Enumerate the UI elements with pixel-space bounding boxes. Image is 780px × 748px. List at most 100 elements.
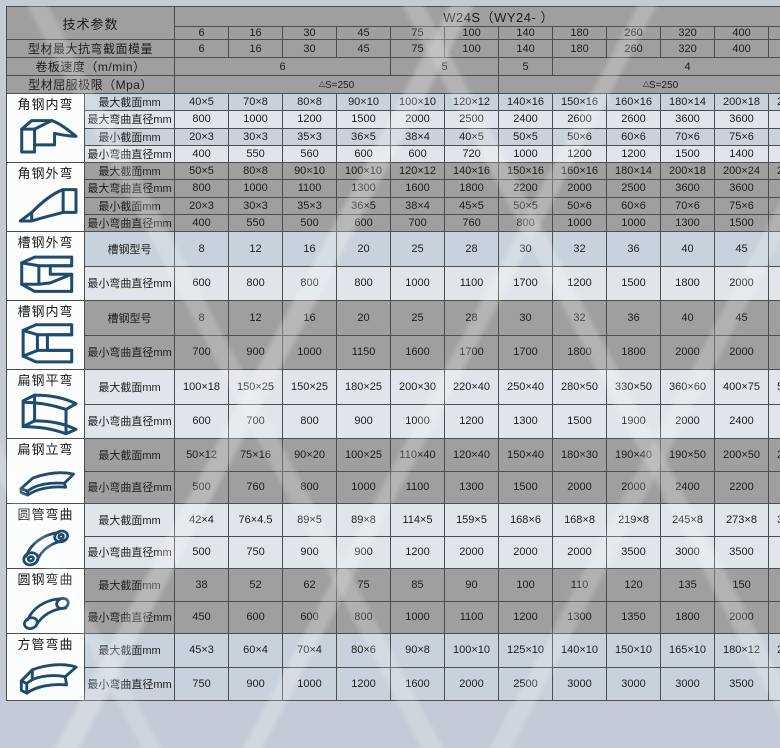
measure-cell: 52: [229, 569, 283, 602]
measure-cell: 1100: [445, 601, 499, 634]
data-row: 槽钢内弯槽钢型号81216202528303236404550: [7, 301, 780, 336]
measure-cell: 85: [391, 569, 445, 602]
measure-cell: 1800: [661, 266, 715, 301]
measure-cell: 2000: [445, 536, 499, 569]
measure-cell: 50×6: [553, 197, 607, 214]
measure-label: 最大弯曲直径mm: [85, 111, 175, 128]
measure-cell: 1700: [445, 335, 499, 370]
measure-cell: 1600: [769, 214, 780, 231]
measure-cell: 1150: [337, 335, 391, 370]
measure-cell: 2000: [715, 266, 769, 301]
measure-cell: 180×14: [661, 94, 715, 111]
measure-cell: 3000: [553, 667, 607, 701]
measure-cell: 70×6: [661, 128, 715, 145]
measure-cell: 50: [769, 301, 780, 336]
measure-cell: 150×40: [499, 439, 553, 472]
measure-cell: 120×12: [445, 94, 499, 111]
measure-cell: 1100: [445, 266, 499, 301]
measure-cell: 160: [769, 569, 780, 602]
measure-label: 最大截面mm: [85, 94, 175, 111]
flat-steel-edge-bend-icon: [7, 457, 84, 503]
measure-label: 最小弯曲直径mm: [85, 471, 175, 504]
measure-cell: 1200: [553, 145, 607, 162]
measure-cell: 200×18: [715, 94, 769, 111]
measure-cell: 1000: [391, 601, 445, 634]
measure-cell: 500: [283, 214, 337, 231]
summary-cell: 140: [499, 40, 553, 58]
measure-cell: 800: [283, 266, 337, 301]
measure-cell: 180×14: [607, 163, 661, 180]
measure-cell: 2000: [553, 536, 607, 569]
measure-cell: 800: [499, 214, 553, 231]
measure-cell: 1400: [715, 145, 769, 162]
measure-cell: 8: [175, 301, 229, 336]
measure-cell: 20: [337, 232, 391, 267]
measure-cell: 100×25: [337, 439, 391, 472]
summary-cell: 16: [229, 40, 283, 58]
measure-cell: 2000: [769, 601, 780, 634]
measure-cell: 400×75: [715, 370, 769, 405]
measure-cell: 75×6: [715, 128, 769, 145]
measure-label: 最大截面mm: [85, 439, 175, 472]
measure-label: 最大截面mm: [85, 569, 175, 602]
summary-row-label: 型材最大抗弯截面模量: [7, 40, 175, 58]
measure-cell: 1200: [283, 111, 337, 128]
summary-span-cell: △S=250: [499, 76, 780, 94]
group-label: 扁钢立弯: [17, 442, 73, 457]
measure-cell: 150×25: [283, 370, 337, 405]
measure-cell: 550: [229, 214, 283, 231]
measure-cell: 45×5: [445, 197, 499, 214]
measure-label: 槽钢型号: [85, 301, 175, 336]
measure-cell: 2000: [661, 404, 715, 439]
measure-cell: 45×3: [175, 634, 229, 668]
measure-cell: 2000: [391, 111, 445, 128]
measure-cell: 40×5: [445, 128, 499, 145]
measure-cell: 1500: [661, 145, 715, 162]
group-cell-channel-steel-inner-bend: 槽钢内弯: [7, 301, 85, 370]
measure-cell: 168×6: [499, 504, 553, 537]
measure-cell: 600: [337, 145, 391, 162]
measure-cell: 800: [175, 180, 229, 197]
measure-cell: 400: [175, 214, 229, 231]
model-name-cell: W24S（WY24- ）: [175, 7, 780, 27]
measure-cell: 280×50: [553, 370, 607, 405]
measure-cell: 900: [229, 335, 283, 370]
measure-cell: 1100: [283, 180, 337, 197]
measure-cell: 85×6: [769, 197, 780, 214]
measure-cell: 90×10: [337, 94, 391, 111]
measure-label: 最小弯曲直径mm: [85, 145, 175, 162]
angle-steel-outer-bend-icon: [7, 181, 84, 231]
summary-cell: 260: [607, 40, 661, 58]
measure-cell: 60×4: [229, 634, 283, 668]
measure-cell: 35×3: [283, 197, 337, 214]
measure-cell: 25: [391, 232, 445, 267]
measure-cell: 50×6: [553, 128, 607, 145]
measure-cell: 800: [337, 266, 391, 301]
measure-label: 最大截面mm: [85, 163, 175, 180]
measure-cell: 110×40: [391, 439, 445, 472]
measure-cell: 750: [229, 536, 283, 569]
column-header: 500: [769, 27, 780, 40]
measure-cell: 35×3: [283, 128, 337, 145]
measure-cell: 50×5: [175, 163, 229, 180]
measure-label: 槽钢型号: [85, 232, 175, 267]
measure-cell: 1800: [607, 335, 661, 370]
measure-cell: 60×6: [607, 128, 661, 145]
measure-cell: 3500: [715, 536, 769, 569]
measure-cell: 159×5: [445, 504, 499, 537]
angle-steel-inner-bend-icon: [7, 112, 84, 162]
measure-label: 最小弯曲直径mm: [85, 536, 175, 569]
measure-cell: 120×12: [391, 163, 445, 180]
measure-cell: 1200: [445, 404, 499, 439]
group-cell-flat-steel-flat-bend: 扁钢平弯: [7, 370, 85, 439]
measure-cell: 89×5: [283, 504, 337, 537]
measure-label: 最大截面mm: [85, 504, 175, 537]
summary-cell: 45: [337, 40, 391, 58]
measure-cell: 1800: [661, 601, 715, 634]
measure-cell: 20: [337, 301, 391, 336]
measure-cell: 2000: [445, 667, 499, 701]
